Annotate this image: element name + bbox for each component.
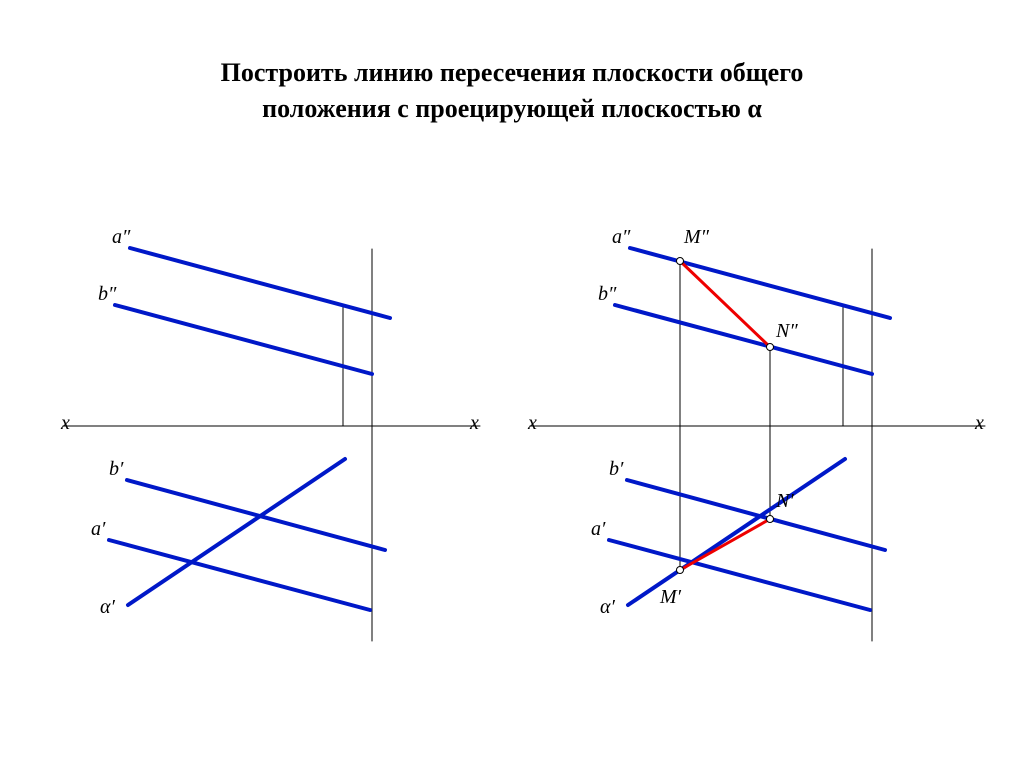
- right-label-alpha1: α′: [600, 596, 615, 619]
- right-x-label-right: x: [975, 412, 984, 435]
- left-label-b2: b″: [98, 283, 116, 306]
- right-label-b1: b′: [609, 458, 623, 481]
- right-line-b2: [615, 305, 872, 374]
- right-point-m2: [677, 258, 684, 265]
- right-label-n2: N″: [776, 320, 798, 343]
- left-label-alpha1: α′: [100, 596, 115, 619]
- left-line-b1: [127, 480, 385, 550]
- right-label-a1: a′: [591, 518, 605, 541]
- right-line-a1: [609, 540, 870, 610]
- right-label-b2: b″: [598, 283, 616, 306]
- right-line-b1: [627, 480, 885, 550]
- right-label-a2: a″: [612, 226, 630, 249]
- left-line-b2: [115, 305, 372, 374]
- right-label-m2: M″: [684, 226, 709, 249]
- right-line-a2: [630, 248, 890, 318]
- right-label-n1: N′: [776, 490, 794, 513]
- left-x-label-left: x: [61, 412, 70, 435]
- left-line-a1: [109, 540, 370, 610]
- right-x-label-left: x: [528, 412, 537, 435]
- left-label-a2: a″: [112, 226, 130, 249]
- left-line-a2: [130, 248, 390, 318]
- right-point-n1: [767, 516, 774, 523]
- right-point-n2: [767, 344, 774, 351]
- left-label-a1: a′: [91, 518, 105, 541]
- left-x-label-right: x: [470, 412, 479, 435]
- diagram-canvas: [0, 0, 1024, 767]
- right-label-m1: M′: [660, 586, 681, 609]
- left-label-b1: b′: [109, 458, 123, 481]
- right-point-m1: [677, 567, 684, 574]
- right-red-m1n1: [680, 519, 770, 570]
